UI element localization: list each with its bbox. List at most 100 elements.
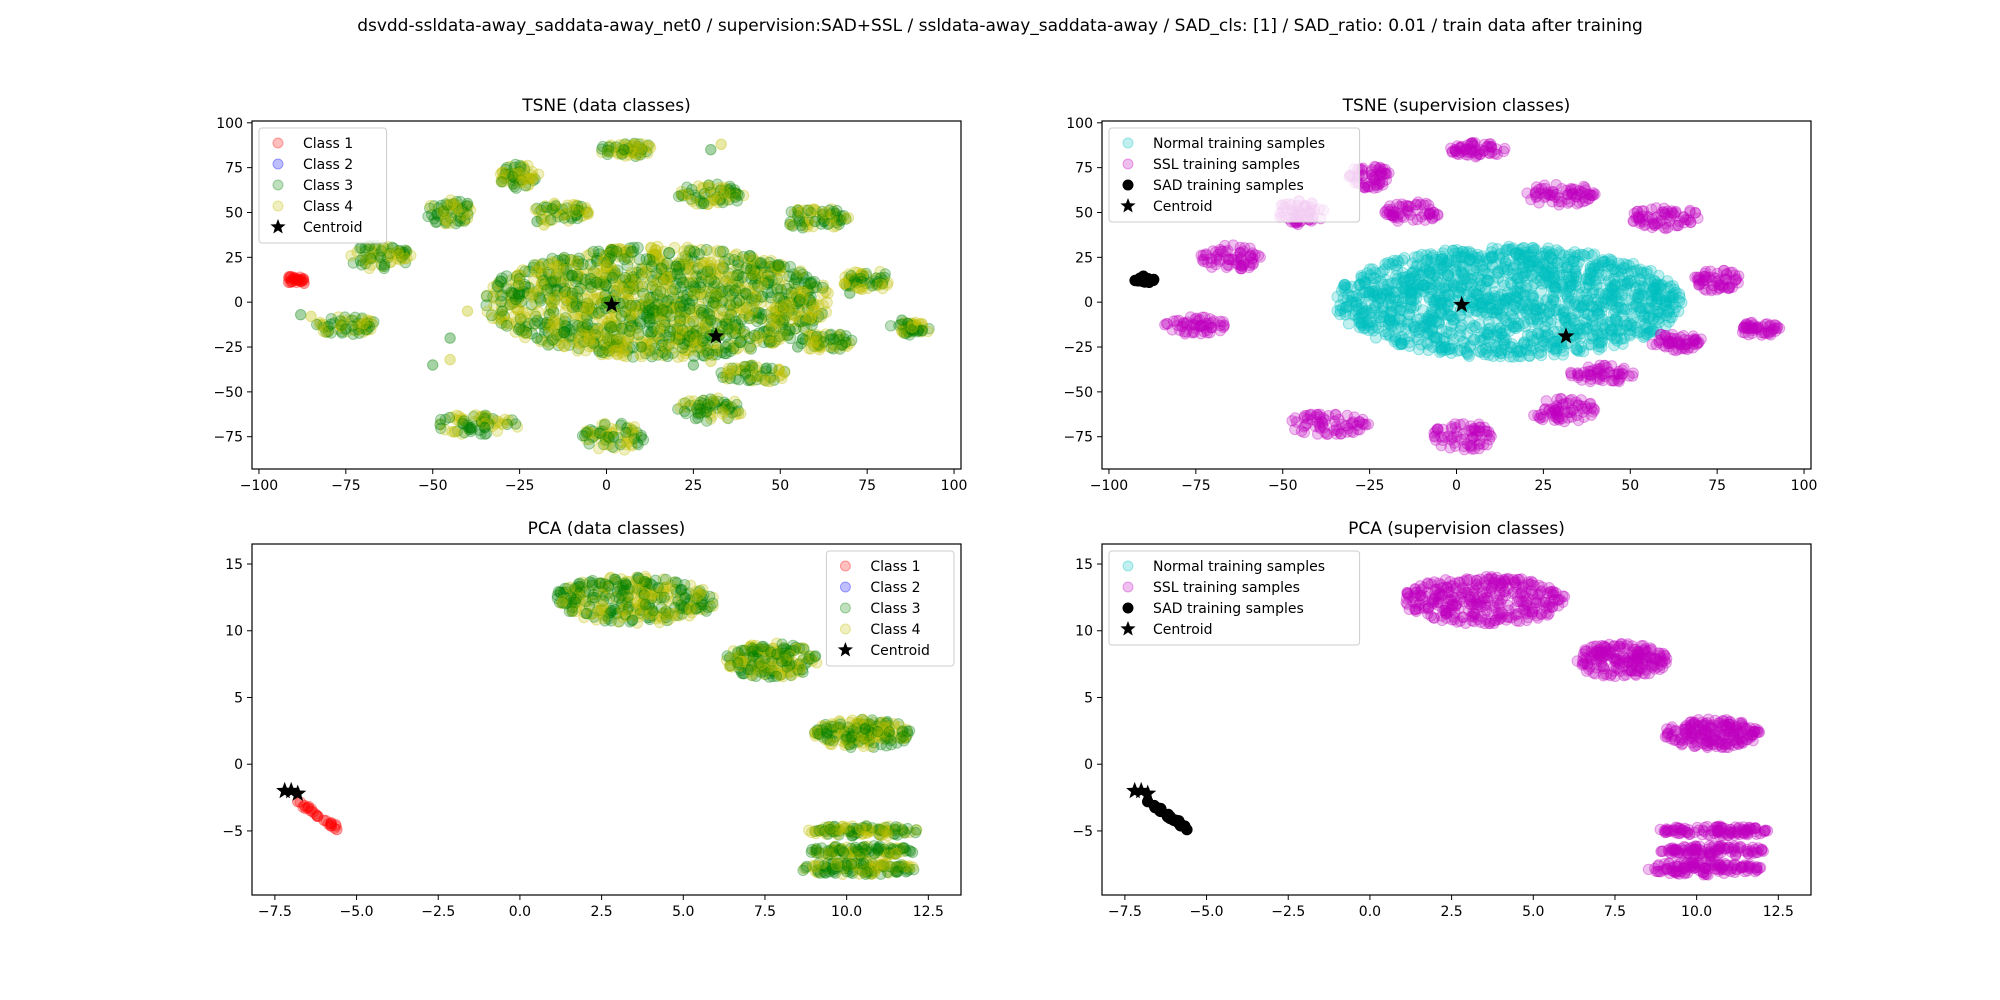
scatter-cluster [1129,270,1160,288]
scatter-point [694,334,707,347]
scatter-point [522,317,535,330]
scatter-point [820,306,832,319]
scatter-point [659,315,672,328]
scatter-point [759,308,772,321]
scatter-point [559,312,572,325]
scatter-point [688,255,701,268]
scatter-point [605,340,618,353]
scatter-point [689,281,702,294]
scatter-point [604,261,617,274]
scatter-point [765,336,778,349]
scatter-point [764,323,777,336]
scatter-point [896,314,908,326]
scatter-point [749,275,762,288]
scatter-point [783,297,796,310]
scatter-point [691,341,704,354]
scatter-point [739,287,752,299]
scatter-point [1582,338,1595,351]
scatter-point [575,324,588,337]
scatter-point [542,292,555,305]
scatter-point [587,335,600,348]
scatter-point [613,341,625,354]
scatter-point [1524,260,1536,273]
scatter-point [526,290,539,303]
scatter-point [506,287,519,300]
scatter-point [797,285,810,298]
scatter-point [1346,290,1358,303]
scatter-point [807,298,820,311]
scatter-point [673,319,686,332]
scatter-point [690,270,703,283]
scatter-point [625,308,638,321]
scatter-point [705,257,717,269]
scatter-point [675,296,688,308]
scatter-point [768,261,781,274]
scatter-point [622,330,635,343]
scatter-point [780,310,792,323]
scatter-point [714,245,727,258]
scatter-point [1527,292,1540,305]
legend-label: Class 2 [303,157,353,173]
scatter-point [610,338,623,351]
scatter-point [603,333,616,346]
scatter-point [618,253,631,266]
scatter-point [509,281,522,294]
scatter-point [683,263,696,276]
scatter-point [1230,257,1243,270]
scatter-point [746,269,759,282]
scatter-point [561,199,574,211]
scatter-point [779,324,792,337]
scatter-point [646,249,659,262]
scatter-point [692,345,705,358]
scatter-point [480,299,493,312]
scatter-point [604,321,617,334]
scatter-point [571,292,584,305]
scatter-point [587,245,600,258]
scatter-point [1587,189,1600,202]
scatter-point [702,295,715,308]
scatter-point [624,242,636,255]
scatter-point [734,299,747,312]
scatter-point [786,304,799,316]
scatter-point [461,197,474,210]
scatter-point [705,355,717,368]
scatter-point [546,256,559,269]
scatter-point [680,262,693,275]
scatter-point [758,325,771,338]
scatter-point [749,307,762,319]
scatter-point [513,278,526,290]
scatter-point [732,332,745,345]
scatter-point [536,257,549,270]
scatter-point [1439,244,1452,257]
scatter-point [648,348,661,361]
scatter-point [1663,215,1675,228]
scatter-point [687,315,700,328]
scatter-point [720,275,732,288]
scatter-point [659,345,672,357]
scatter-point [660,271,673,284]
scatter-point [659,341,672,354]
scatter-point [557,262,570,275]
scatter-point [494,310,506,323]
scatter-point [584,278,597,291]
scatter-point [571,270,584,283]
scatter-point [714,286,727,299]
scatter-point [803,311,816,324]
scatter-point [1492,290,1505,303]
scatter-point [1286,415,1298,427]
scatter-point [1636,289,1649,302]
scatter-point [1588,248,1601,261]
scatter-point [624,308,637,321]
scatter-point [653,332,666,345]
scatter-point [650,283,662,296]
y-tick-label: 0 [234,295,243,311]
scatter-point [605,269,617,282]
scatter-point [582,324,595,337]
scatter-point [724,281,737,294]
scatter-point [555,325,568,338]
scatter-point [612,340,625,353]
scatter-point [1429,294,1442,306]
scatter-point [558,212,570,224]
scatter-point [498,318,511,331]
scatter-point [580,312,593,325]
